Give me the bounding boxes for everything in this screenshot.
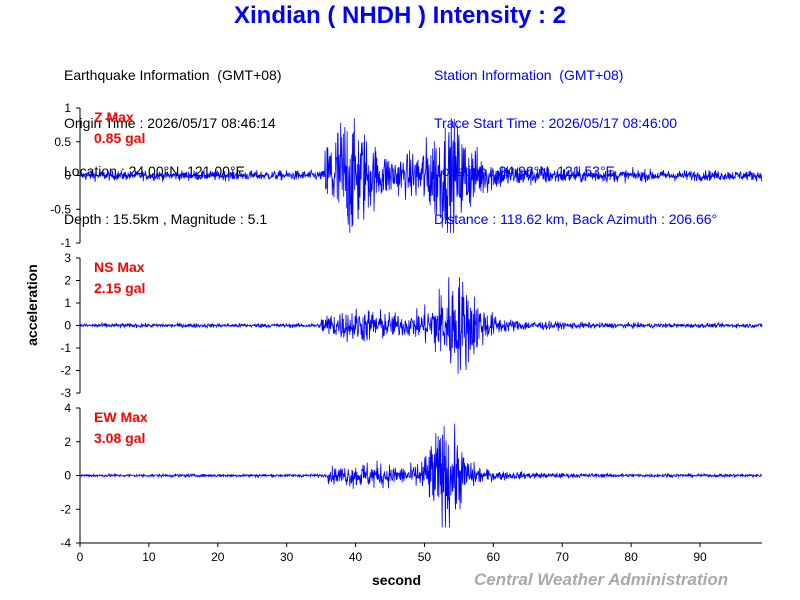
origin-time: Origin Time : 2026/05/17 08:46:14 (64, 115, 276, 131)
trace-start-time: Trace Start Time : 2026/05/17 08:46:00 (434, 115, 678, 131)
y-tick-label-ns: -2 (60, 364, 71, 378)
waveform-trace-ns (79, 277, 763, 374)
y-tick-label-z: 0 (64, 169, 71, 183)
y-axis-label: acceleration (24, 264, 40, 346)
waveform-trace-z (79, 118, 763, 233)
max-label-ew: EW Max (94, 409, 148, 425)
y-tick-label-ew: -2 (60, 502, 71, 516)
y-tick-label-ns: 2 (64, 274, 71, 288)
x-tick-label: 30 (280, 550, 294, 564)
y-tick-label-ew: 4 (64, 401, 71, 415)
x-tick-label: 20 (211, 550, 225, 564)
y-tick-label-ns: 3 (64, 251, 71, 265)
station-info-heading: Station Information (GMT+08) (434, 67, 624, 83)
y-tick-label-z: -0.5 (50, 202, 71, 216)
x-tick-label: 60 (487, 550, 501, 564)
max-label-z: Z Max (94, 109, 134, 125)
agency-watermark: Central Weather Administration (474, 570, 729, 589)
x-tick-label: 90 (693, 550, 707, 564)
x-tick-label: 80 (624, 550, 638, 564)
y-tick-label-z: -1 (60, 236, 71, 250)
x-tick-label: 70 (556, 550, 570, 564)
max-label-ns: NS Max (94, 259, 145, 275)
y-tick-label-ns: 1 (64, 296, 71, 310)
waveform-trace-ew (79, 423, 763, 528)
earthquake-info-heading: Earthquake Information (GMT+08) (64, 67, 282, 83)
max-value-ew: 3.08 gal (94, 430, 145, 446)
x-tick-label: 10 (142, 550, 156, 564)
x-tick-label: 50 (418, 550, 432, 564)
y-tick-label-ew: 2 (64, 435, 71, 449)
y-tick-label-z: 0.5 (54, 135, 71, 149)
y-tick-label-ns: -3 (60, 386, 71, 400)
y-tick-label-ew: -4 (60, 536, 71, 550)
x-axis-label: second (372, 572, 422, 588)
x-tick-label: 40 (349, 550, 363, 564)
y-tick-label-ew: 0 (64, 469, 71, 483)
y-tick-label-z: 1 (64, 101, 71, 115)
max-value-ns: 2.15 gal (94, 280, 145, 296)
max-value-z: 0.85 gal (94, 130, 145, 146)
depth-magnitude: Depth : 15.5km , Magnitude : 5.1 (64, 211, 268, 227)
x-tick-label: 0 (77, 550, 84, 564)
page-title: Xindian ( NHDH ) Intensity : 2 (233, 2, 566, 29)
y-tick-label-ns: -1 (60, 341, 71, 355)
y-tick-label-ns: 0 (64, 319, 71, 333)
